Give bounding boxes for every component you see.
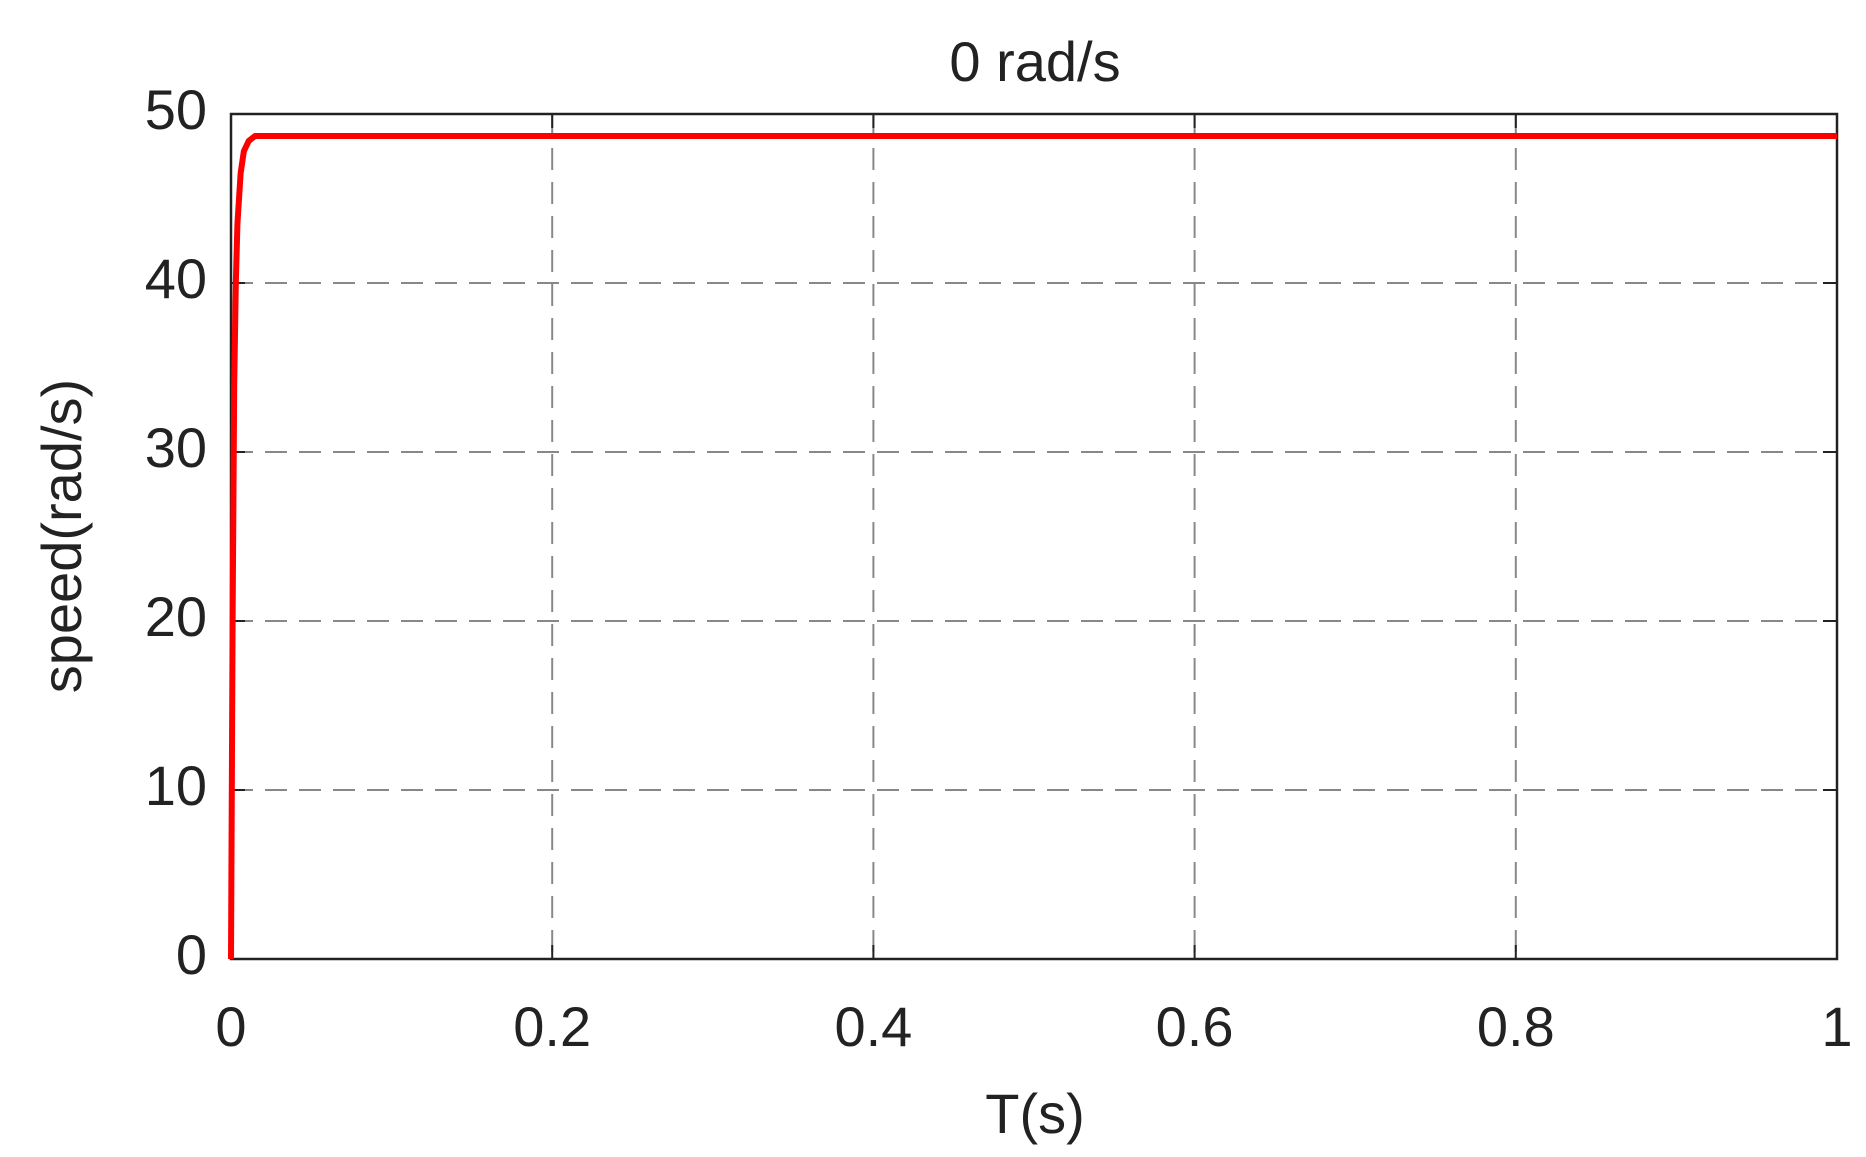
x-tick-label: 0.6	[1156, 995, 1234, 1058]
y-tick-label: 10	[145, 754, 207, 817]
x-tick-label: 0.4	[834, 995, 912, 1058]
x-tick-label: 0.2	[513, 995, 591, 1058]
y-tick-label: 20	[145, 585, 207, 648]
data-line	[228, 132, 1837, 960]
y-tick-label: 0	[176, 923, 207, 986]
chart-title: 0 rad/s	[949, 30, 1120, 93]
y-tick-label: 50	[145, 78, 207, 141]
x-tick-label: 1	[1821, 995, 1852, 1058]
y-tick-label: 40	[145, 247, 207, 310]
y-tick-label: 30	[145, 416, 207, 479]
y-axis-label: speed(rad/s)	[30, 379, 93, 693]
x-axis-label: T(s)	[985, 1082, 1085, 1145]
x-tick-label: 0.8	[1477, 995, 1555, 1058]
x-tick-label: 0	[215, 995, 246, 1058]
